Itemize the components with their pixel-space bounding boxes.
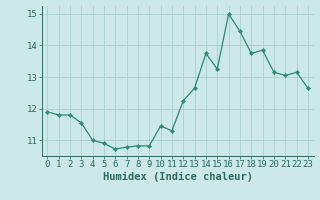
- X-axis label: Humidex (Indice chaleur): Humidex (Indice chaleur): [103, 172, 252, 182]
